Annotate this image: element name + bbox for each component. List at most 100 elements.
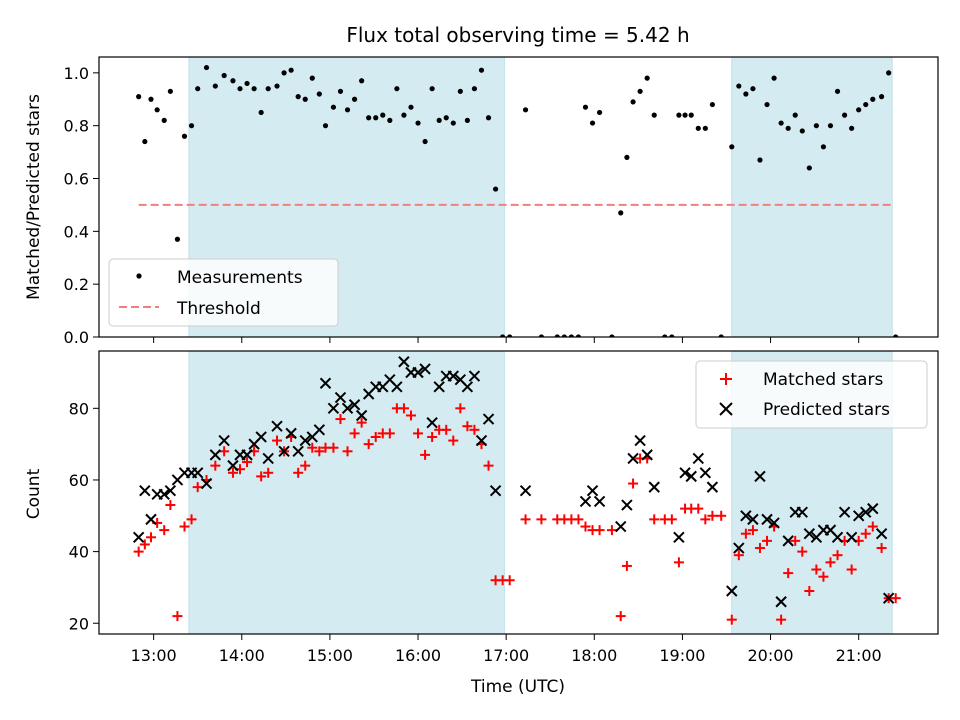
- legend-box: [108, 258, 339, 327]
- measurement-point: [792, 112, 798, 118]
- x-tick-label: 21:00: [836, 646, 882, 665]
- measurement-point: [538, 334, 545, 337]
- measurement-point: [644, 75, 650, 81]
- y-tick-label: 60: [69, 471, 89, 490]
- measurement-point: [322, 123, 329, 129]
- measurement-point: [630, 99, 636, 105]
- legend-box: [695, 360, 928, 429]
- matched-point: [832, 550, 843, 561]
- legend-threshold-label: Threshold: [176, 299, 261, 319]
- legend-measurements-label: Measurements: [177, 268, 303, 288]
- matched-point: [716, 510, 727, 521]
- x-tick-label: 16:00: [395, 646, 441, 665]
- predicted-point: [831, 531, 844, 543]
- matched-point: [342, 446, 353, 457]
- matched-point: [818, 571, 829, 582]
- series-0: [136, 64, 899, 337]
- matched-point: [227, 467, 238, 478]
- axes-frame: [98, 350, 939, 635]
- measurement-point: [522, 107, 529, 113]
- matched-point: [455, 403, 466, 414]
- matched-point: [427, 431, 438, 442]
- matched-point: [349, 428, 360, 439]
- top-y-axis-label: Matched/Predicted stars: [24, 94, 44, 300]
- x-tick-label: 18:00: [571, 646, 617, 665]
- matched-point: [448, 435, 459, 446]
- measurement-point: [561, 334, 567, 337]
- measurement-point: [813, 123, 819, 129]
- matched-point: [700, 514, 711, 525]
- measurement-point: [471, 86, 478, 92]
- measurement-point: [841, 112, 848, 118]
- matched-point: [263, 467, 274, 478]
- matched-point: [790, 535, 801, 546]
- y-tick-label: 0.8: [64, 117, 89, 136]
- y-tick-label: 1.0: [64, 64, 89, 83]
- matched-point: [300, 460, 311, 471]
- measurement-point: [422, 138, 428, 145]
- predicted-point: [489, 485, 502, 497]
- predicted-point: [475, 434, 488, 447]
- legend-matched-marker: [720, 373, 732, 385]
- series-1: [132, 356, 895, 608]
- x-axis-label: Time (UTC): [470, 677, 565, 697]
- measurement-point: [359, 78, 365, 84]
- predicted-point: [327, 402, 340, 415]
- measurement-point: [221, 72, 227, 79]
- legend-matched-label: Matched stars: [763, 370, 883, 390]
- predicted-point: [586, 485, 599, 497]
- measurement-point: [167, 88, 173, 94]
- predicted-point: [278, 445, 290, 458]
- matched-point: [797, 546, 808, 557]
- measurement-point: [351, 96, 358, 102]
- predicted-point: [468, 370, 481, 382]
- predicted-point: [461, 381, 474, 393]
- predicted-point: [355, 409, 368, 422]
- y-tick-label: 0.0: [64, 328, 89, 347]
- matched-point: [536, 514, 547, 525]
- matched-point: [733, 550, 744, 561]
- measurement-point: [142, 138, 148, 145]
- predicted-point: [426, 416, 438, 429]
- measurement-point: [387, 117, 393, 123]
- measurement-point: [500, 334, 506, 337]
- matched-point: [860, 528, 871, 539]
- matched-point: [580, 521, 591, 532]
- measurement-point: [878, 94, 885, 100]
- predicted-point: [299, 434, 311, 447]
- predicted-point: [845, 531, 858, 543]
- predicted-point: [191, 467, 204, 479]
- measurement-point: [870, 96, 876, 102]
- measurement-point: [366, 115, 372, 121]
- measurement-point: [743, 91, 749, 97]
- predicted-point: [627, 452, 639, 465]
- measurement-point: [886, 70, 892, 76]
- matched-point: [890, 593, 901, 604]
- matched-point: [693, 503, 704, 514]
- x-tick-label: 14:00: [219, 646, 265, 665]
- predicted-point: [139, 485, 151, 497]
- predicted-point: [852, 510, 865, 522]
- measurement-point: [401, 112, 407, 118]
- matched-point: [370, 431, 381, 442]
- matched-point: [783, 568, 794, 579]
- matched-point: [314, 446, 325, 457]
- matched-point: [811, 564, 822, 575]
- matched-point: [172, 611, 183, 622]
- legend-top: Measurements Threshold: [108, 258, 339, 327]
- predicted-point: [145, 513, 157, 526]
- measurement-point: [174, 236, 181, 242]
- y-tick-label: 80: [69, 399, 89, 418]
- predicted-point: [158, 488, 170, 500]
- predicted-point: [398, 356, 410, 368]
- predicted-point: [673, 531, 685, 543]
- matched-point: [867, 521, 878, 532]
- legend-bottom: Matched stars Predicted stars: [695, 360, 928, 429]
- shaded-interval-1: [731, 56, 893, 338]
- matched-point: [520, 514, 531, 525]
- measurement-point: [806, 165, 812, 171]
- measurement-point: [136, 94, 142, 100]
- measurement-point: [820, 144, 827, 150]
- measurement-point: [337, 88, 344, 94]
- measurement-point: [757, 157, 763, 163]
